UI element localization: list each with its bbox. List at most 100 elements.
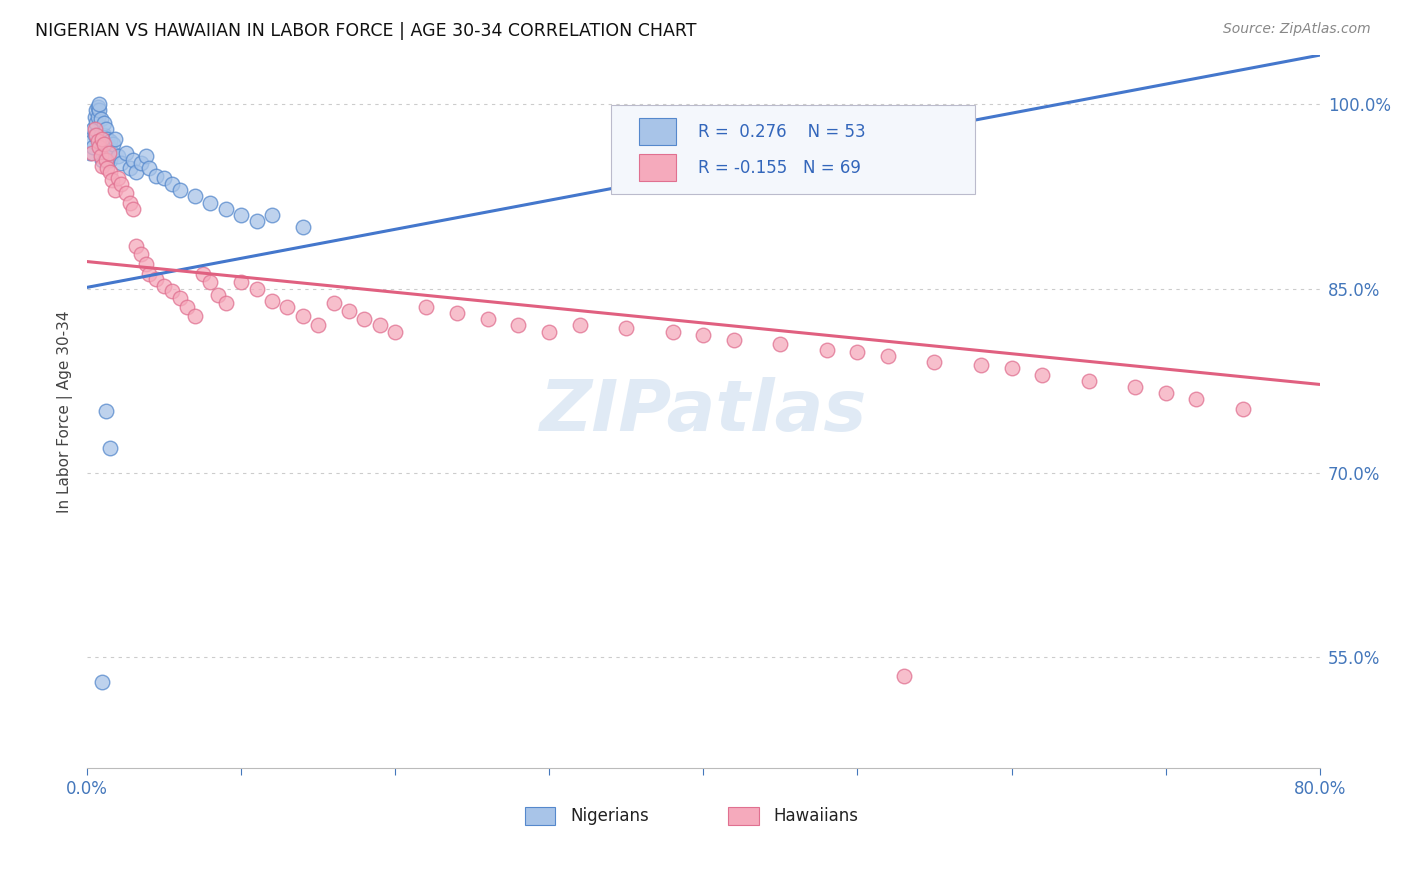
Point: [94, 153, 117, 167]
Point: [86, 116, 108, 130]
Point: [83, 110, 105, 124]
Point: [145, 169, 167, 183]
Text: R = -0.155   N = 69: R = -0.155 N = 69: [699, 159, 862, 177]
Point: [91, 159, 114, 173]
Point: [215, 296, 238, 310]
Point: [83, 128, 105, 142]
Text: NIGERIAN VS HAWAIIAN IN LABOR FORCE | AGE 30-34 CORRELATION CHART: NIGERIAN VS HAWAIIAN IN LABOR FORCE | AG…: [35, 22, 696, 40]
Point: [86, 103, 108, 118]
Text: Nigerians: Nigerians: [571, 807, 650, 825]
Point: [307, 318, 329, 333]
Point: [96, 131, 118, 145]
Point: [87, 134, 110, 148]
Point: [91, 134, 114, 148]
Point: [114, 186, 136, 200]
Point: [692, 328, 714, 343]
Text: R =  0.276    N = 53: R = 0.276 N = 53: [699, 122, 866, 141]
Point: [114, 146, 136, 161]
Point: [125, 238, 148, 252]
Point: [89, 97, 111, 112]
Point: [91, 153, 114, 167]
Point: [337, 303, 360, 318]
Point: [103, 136, 125, 151]
Point: [83, 121, 105, 136]
Point: [970, 358, 993, 372]
Y-axis label: In Labor Force | Age 30-34: In Labor Force | Age 30-34: [58, 310, 73, 513]
Point: [207, 287, 229, 301]
FancyBboxPatch shape: [612, 105, 974, 194]
Point: [153, 279, 176, 293]
Point: [846, 345, 869, 359]
Point: [98, 165, 121, 179]
Point: [98, 442, 121, 456]
Point: [145, 272, 167, 286]
Point: [184, 189, 207, 203]
Point: [368, 318, 391, 333]
Point: [924, 355, 946, 369]
Point: [93, 128, 115, 142]
Point: [104, 131, 127, 145]
Point: [446, 306, 468, 320]
Point: [661, 325, 683, 339]
Point: [129, 247, 152, 261]
Point: [82, 140, 104, 154]
Point: [384, 325, 406, 339]
Point: [815, 343, 838, 357]
Point: [415, 300, 437, 314]
Point: [200, 276, 222, 290]
Point: [769, 337, 792, 351]
Point: [125, 165, 148, 179]
Point: [97, 146, 120, 161]
Point: [94, 136, 117, 151]
Point: [107, 149, 129, 163]
Point: [90, 128, 112, 142]
Point: [160, 284, 183, 298]
Point: [90, 112, 112, 126]
Point: [1031, 368, 1053, 382]
Point: [1154, 386, 1177, 401]
Point: [107, 171, 129, 186]
Point: [1232, 402, 1254, 417]
Point: [91, 674, 114, 689]
Point: [94, 121, 117, 136]
Point: [138, 267, 160, 281]
Point: [97, 140, 120, 154]
Point: [153, 171, 176, 186]
Point: [86, 128, 108, 142]
Point: [135, 149, 157, 163]
Point: [176, 300, 198, 314]
Point: [120, 195, 142, 210]
Point: [184, 309, 207, 323]
Point: [723, 333, 745, 347]
Point: [169, 292, 191, 306]
Point: [96, 149, 118, 163]
Point: [91, 131, 114, 145]
Point: [276, 300, 298, 314]
Point: [122, 153, 145, 167]
Point: [89, 103, 111, 118]
Bar: [640, 118, 676, 145]
Point: [87, 110, 110, 124]
Bar: [524, 807, 555, 825]
Point: [96, 161, 118, 176]
Point: [353, 312, 375, 326]
Point: [100, 146, 122, 161]
Point: [94, 404, 117, 418]
Point: [120, 161, 142, 176]
Point: [80, 134, 103, 148]
Point: [160, 177, 183, 191]
Point: [93, 116, 115, 130]
Point: [82, 121, 104, 136]
Point: [569, 318, 592, 333]
Point: [260, 208, 283, 222]
Point: [169, 183, 191, 197]
Point: [1077, 374, 1099, 388]
Point: [1000, 361, 1022, 376]
Bar: [640, 154, 676, 181]
Point: [245, 214, 267, 228]
Bar: [728, 807, 759, 825]
Point: [1185, 392, 1208, 407]
Point: [87, 100, 110, 114]
Text: ZIPatlas: ZIPatlas: [540, 377, 868, 446]
Point: [91, 140, 114, 154]
